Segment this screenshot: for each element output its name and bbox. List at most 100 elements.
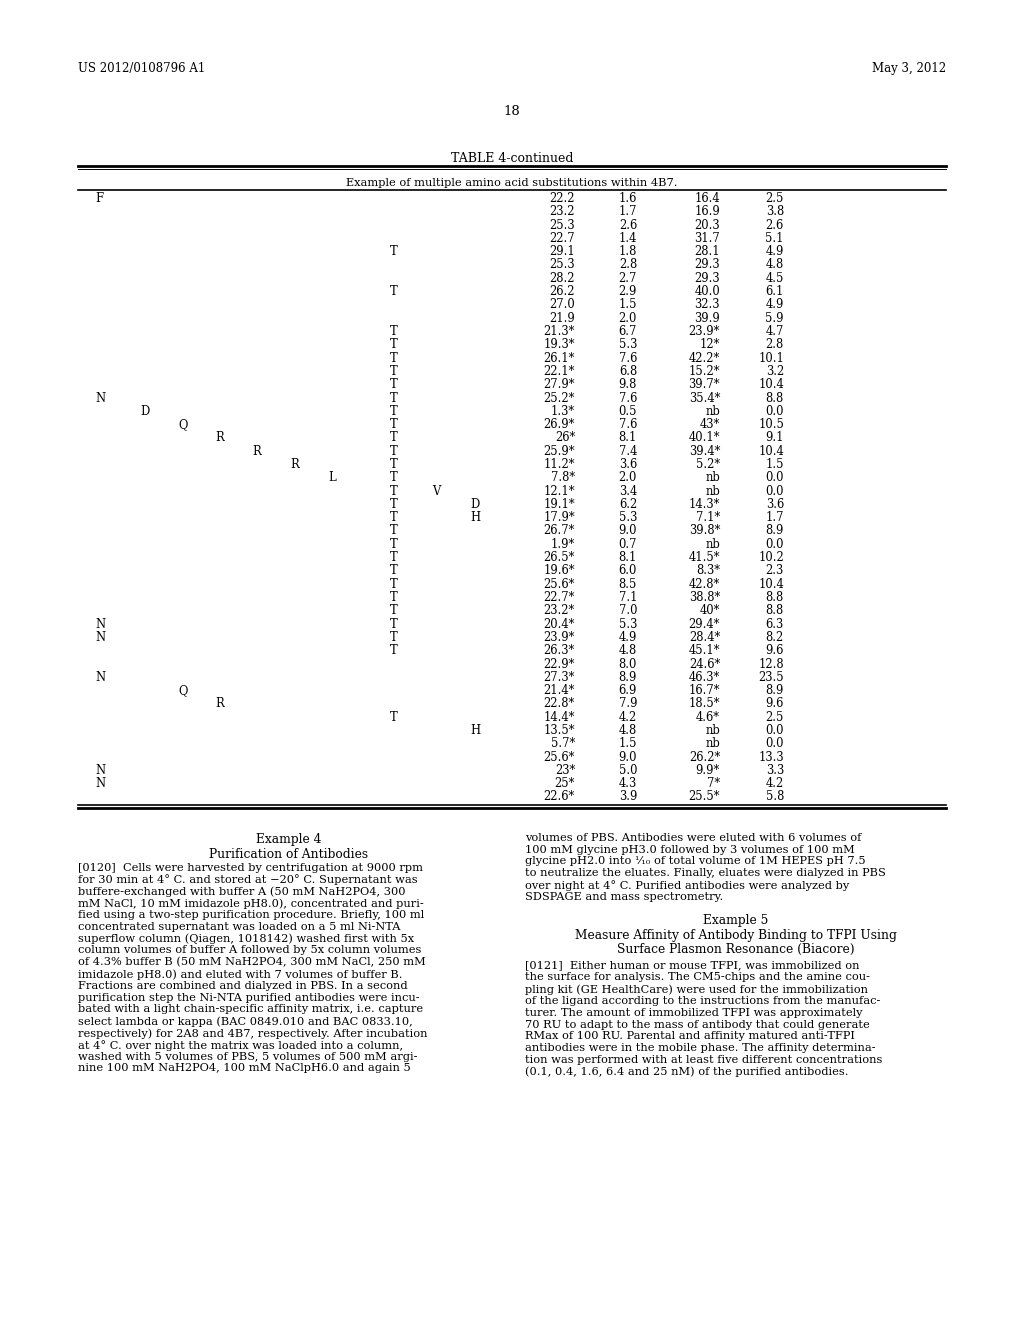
Text: 14.4*: 14.4*	[544, 710, 575, 723]
Text: T: T	[390, 364, 397, 378]
Text: 29.3: 29.3	[694, 272, 720, 285]
Text: 12.8: 12.8	[759, 657, 784, 671]
Text: 22.1*: 22.1*	[544, 364, 575, 378]
Text: [0121]  Either human or mouse TFPI, was immobilized on: [0121] Either human or mouse TFPI, was i…	[525, 961, 859, 970]
Text: 10.5: 10.5	[758, 418, 784, 432]
Text: 14.3*: 14.3*	[688, 498, 720, 511]
Text: at 4° C. over night the matrix was loaded into a column,: at 4° C. over night the matrix was loade…	[78, 1040, 403, 1051]
Text: nb: nb	[706, 484, 720, 498]
Text: 23*: 23*	[555, 764, 575, 777]
Text: T: T	[390, 246, 397, 259]
Text: T: T	[390, 432, 397, 445]
Text: 0.0: 0.0	[766, 738, 784, 750]
Text: 9.1: 9.1	[766, 432, 784, 445]
Text: 5.7*: 5.7*	[551, 738, 575, 750]
Text: 8.5: 8.5	[618, 578, 637, 591]
Text: 3.8: 3.8	[766, 206, 784, 218]
Text: 8.8: 8.8	[766, 605, 784, 618]
Text: pling kit (GE HealthCare) were used for the immobilization: pling kit (GE HealthCare) were used for …	[525, 985, 868, 995]
Text: nb: nb	[706, 471, 720, 484]
Text: 25.6*: 25.6*	[544, 751, 575, 763]
Text: 0.0: 0.0	[766, 405, 784, 418]
Text: 27.0: 27.0	[549, 298, 575, 312]
Text: V: V	[432, 484, 440, 498]
Text: 12*: 12*	[699, 338, 720, 351]
Text: N: N	[95, 777, 105, 791]
Text: 1.5: 1.5	[618, 738, 637, 750]
Text: 5.1: 5.1	[766, 232, 784, 246]
Text: T: T	[390, 338, 397, 351]
Text: 11.2*: 11.2*	[544, 458, 575, 471]
Text: 10.2: 10.2	[758, 552, 784, 564]
Text: 20.4*: 20.4*	[544, 618, 575, 631]
Text: N: N	[95, 671, 105, 684]
Text: 8.3*: 8.3*	[696, 565, 720, 577]
Text: 9.8: 9.8	[618, 379, 637, 391]
Text: 7.6: 7.6	[618, 418, 637, 432]
Text: L: L	[328, 471, 336, 484]
Text: T: T	[390, 418, 397, 432]
Text: 40.0: 40.0	[694, 285, 720, 298]
Text: T: T	[390, 392, 397, 404]
Text: 0.0: 0.0	[766, 723, 784, 737]
Text: 29.4*: 29.4*	[688, 618, 720, 631]
Text: 4.9: 4.9	[766, 246, 784, 259]
Text: 40.1*: 40.1*	[688, 432, 720, 445]
Text: 7.9: 7.9	[618, 697, 637, 710]
Text: 26.7*: 26.7*	[544, 524, 575, 537]
Text: 1.4: 1.4	[618, 232, 637, 246]
Text: T: T	[390, 379, 397, 391]
Text: Q: Q	[178, 418, 187, 432]
Text: 21.4*: 21.4*	[544, 684, 575, 697]
Text: 0.7: 0.7	[618, 537, 637, 550]
Text: 3.6: 3.6	[766, 498, 784, 511]
Text: Measure Affinity of Antibody Binding to TFPI Using: Measure Affinity of Antibody Binding to …	[574, 928, 896, 941]
Text: 9.6: 9.6	[766, 697, 784, 710]
Text: 23.2: 23.2	[550, 206, 575, 218]
Text: 5.8: 5.8	[766, 791, 784, 804]
Text: 26.5*: 26.5*	[544, 552, 575, 564]
Text: 8.8: 8.8	[766, 591, 784, 605]
Text: T: T	[390, 644, 397, 657]
Text: T: T	[390, 511, 397, 524]
Text: 23.5: 23.5	[759, 671, 784, 684]
Text: 4.9: 4.9	[618, 631, 637, 644]
Text: turer. The amount of immobilized TFPI was approximately: turer. The amount of immobilized TFPI wa…	[525, 1007, 862, 1018]
Text: washed with 5 volumes of PBS, 5 volumes of 500 mM argi-: washed with 5 volumes of PBS, 5 volumes …	[78, 1052, 418, 1061]
Text: 26.1*: 26.1*	[544, 351, 575, 364]
Text: 16.4: 16.4	[694, 191, 720, 205]
Text: T: T	[390, 325, 397, 338]
Text: (0.1, 0.4, 1.6, 6.4 and 25 nM) of the purified antibodies.: (0.1, 0.4, 1.6, 6.4 and 25 nM) of the pu…	[525, 1067, 849, 1077]
Text: 22.7*: 22.7*	[544, 591, 575, 605]
Text: 8.9: 8.9	[766, 524, 784, 537]
Text: antibodies were in the mobile phase. The affinity determina-: antibodies were in the mobile phase. The…	[525, 1043, 876, 1053]
Text: 1.8: 1.8	[618, 246, 637, 259]
Text: T: T	[390, 524, 397, 537]
Text: TABLE 4-continued: TABLE 4-continued	[451, 152, 573, 165]
Text: T: T	[390, 565, 397, 577]
Text: 9.0: 9.0	[618, 751, 637, 763]
Text: May 3, 2012: May 3, 2012	[871, 62, 946, 75]
Text: concentrated supernatant was loaded on a 5 ml Ni-NTA: concentrated supernatant was loaded on a…	[78, 921, 400, 932]
Text: 25.3: 25.3	[549, 219, 575, 231]
Text: 17.9*: 17.9*	[544, 511, 575, 524]
Text: 4.5: 4.5	[766, 272, 784, 285]
Text: 8.9: 8.9	[618, 671, 637, 684]
Text: 35.4*: 35.4*	[688, 392, 720, 404]
Text: for 30 min at 4° C. and stored at −20° C. Supernatant was: for 30 min at 4° C. and stored at −20° C…	[78, 875, 418, 886]
Text: 26.2*: 26.2*	[689, 751, 720, 763]
Text: US 2012/0108796 A1: US 2012/0108796 A1	[78, 62, 205, 75]
Text: Example of multiple amino acid substitutions within 4B7.: Example of multiple amino acid substitut…	[346, 178, 678, 187]
Text: column volumes of buffer A followed by 5x column volumes: column volumes of buffer A followed by 5…	[78, 945, 421, 956]
Text: 4.2: 4.2	[618, 710, 637, 723]
Text: imidazole pH8.0) and eluted with 7 volumes of buffer B.: imidazole pH8.0) and eluted with 7 volum…	[78, 969, 402, 979]
Text: purification step the Ni-NTA purified antibodies were incu-: purification step the Ni-NTA purified an…	[78, 993, 420, 1003]
Text: T: T	[390, 537, 397, 550]
Text: RMax of 100 RU. Parental and affinity matured anti-TFPI: RMax of 100 RU. Parental and affinity ma…	[525, 1031, 855, 1041]
Text: 7.0: 7.0	[618, 605, 637, 618]
Text: 5.0: 5.0	[618, 764, 637, 777]
Text: 7.4: 7.4	[618, 445, 637, 458]
Text: T: T	[390, 605, 397, 618]
Text: 16.7*: 16.7*	[688, 684, 720, 697]
Text: buffere-exchanged with buffer A (50 mM NaH2PO4, 300: buffere-exchanged with buffer A (50 mM N…	[78, 887, 406, 898]
